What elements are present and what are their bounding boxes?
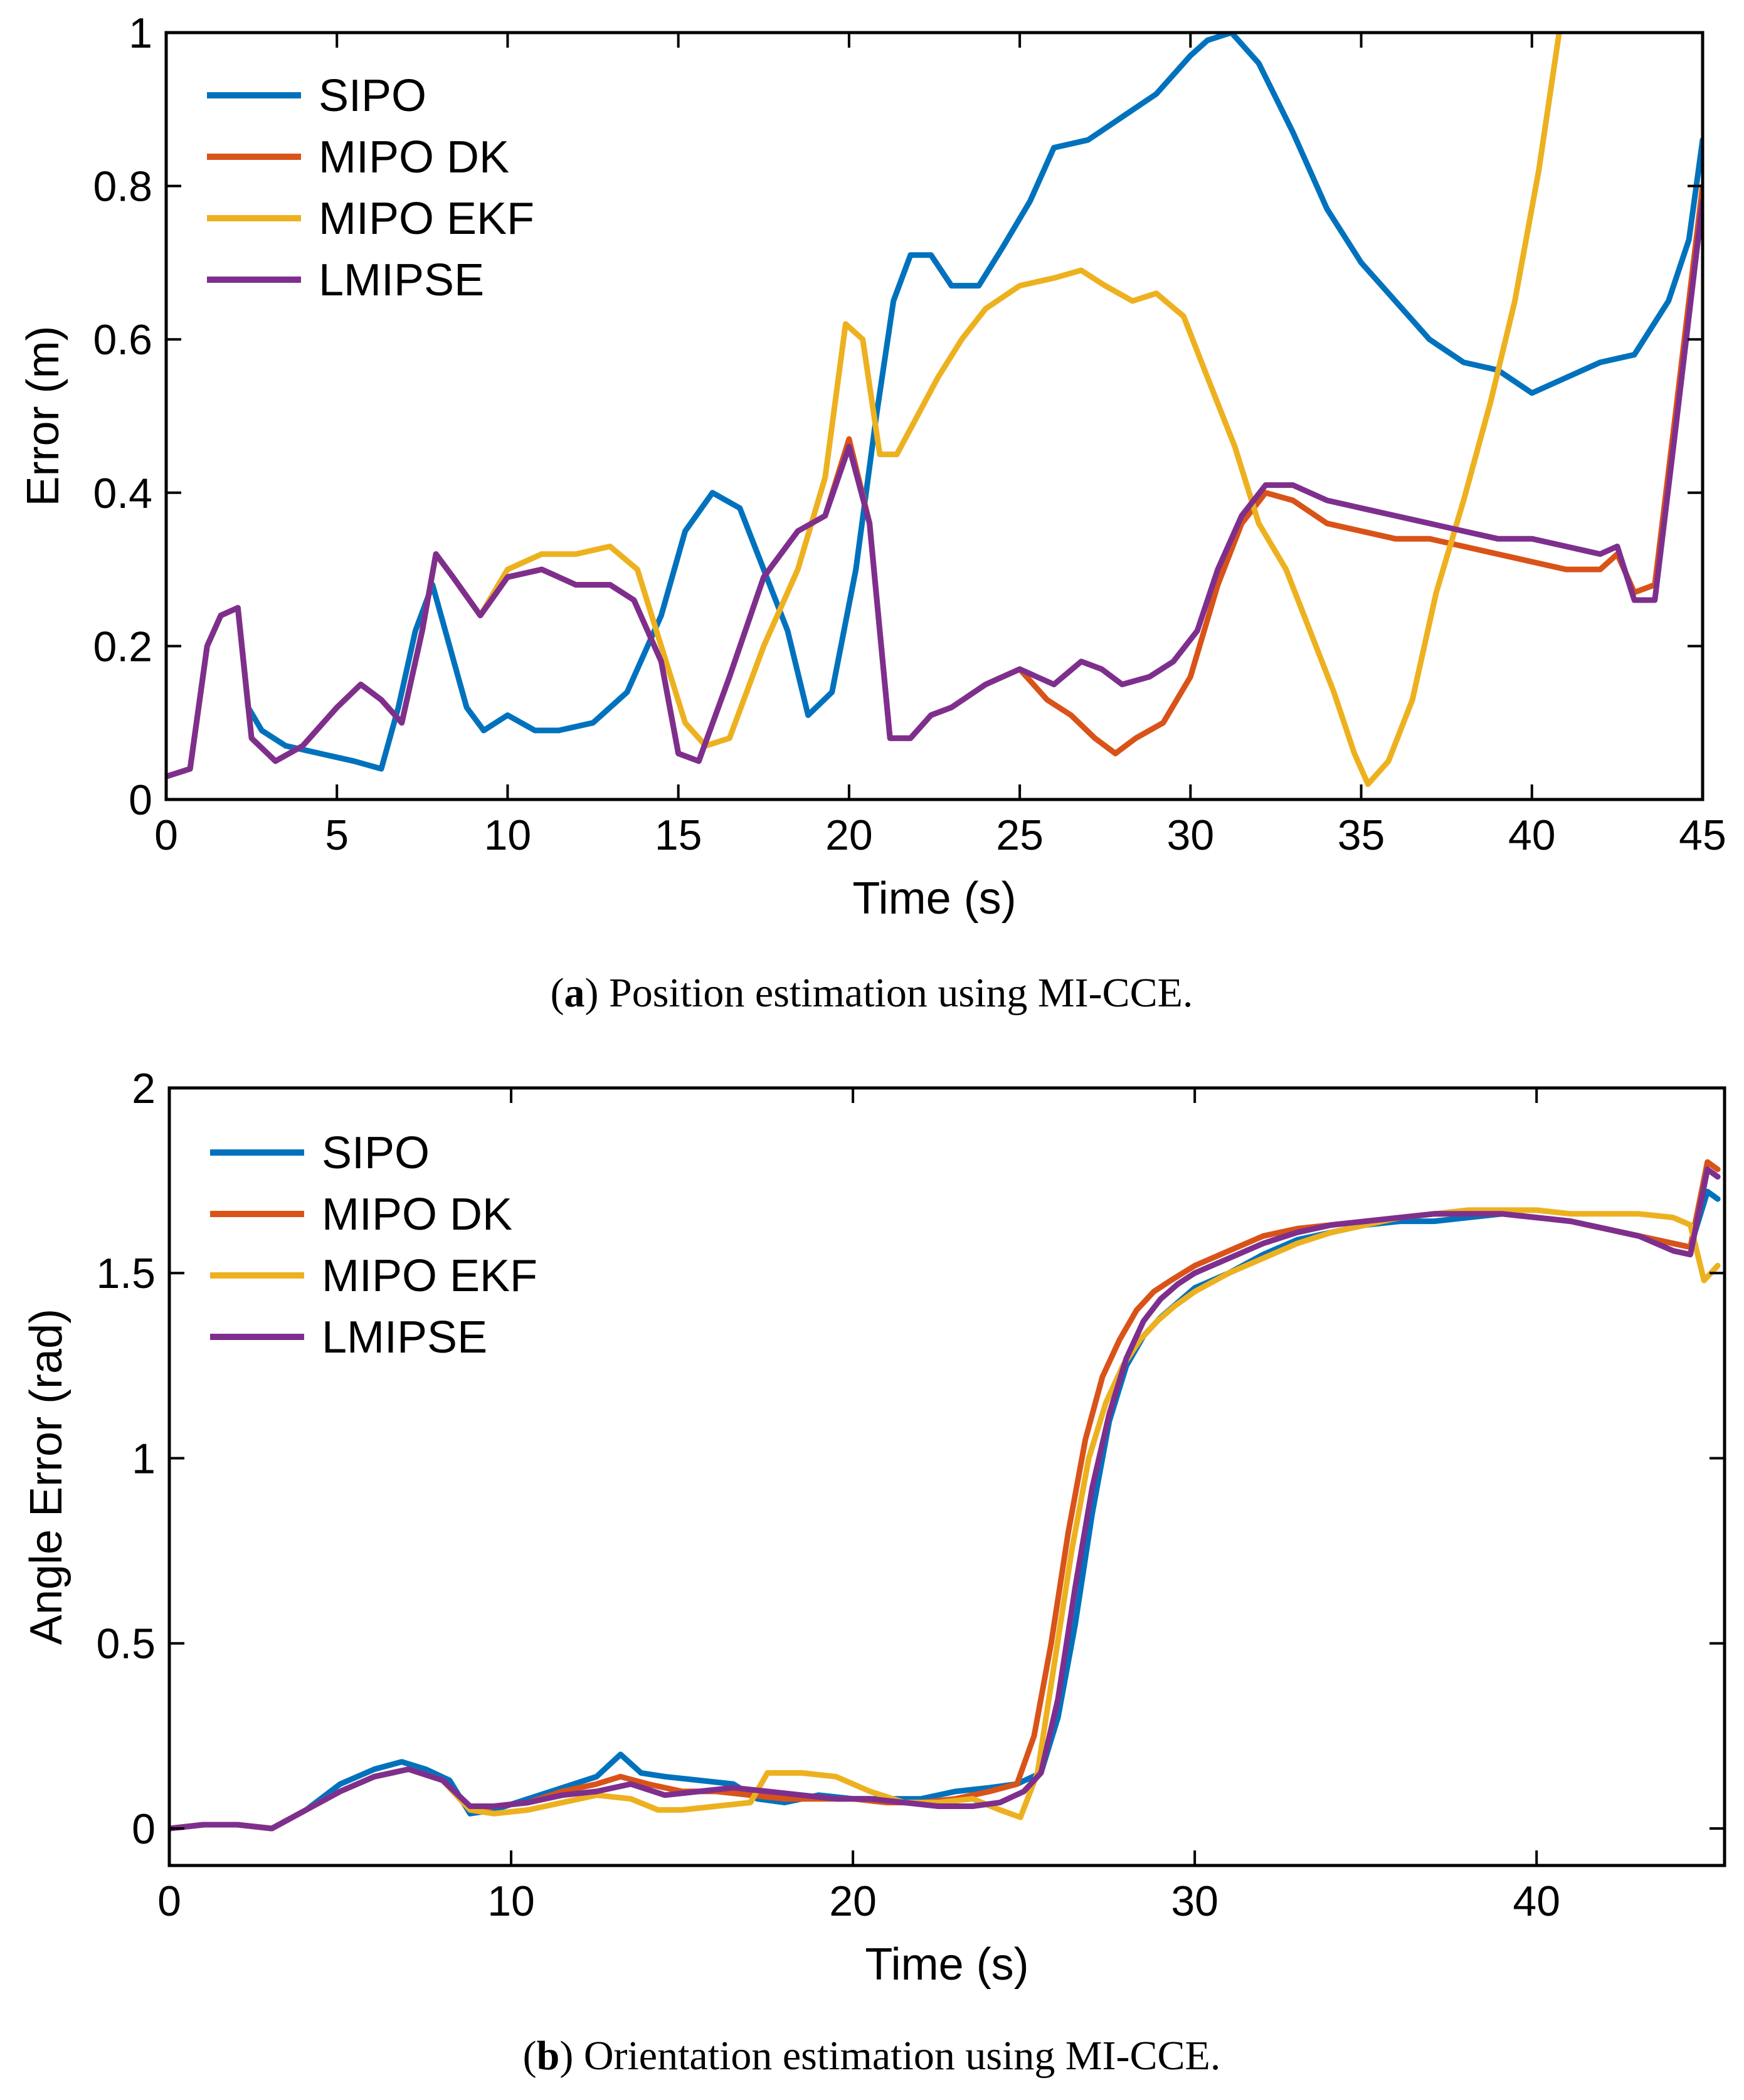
- chart-a-xlabel: Time (s): [852, 873, 1016, 924]
- chart-b-xtick-label-20: 20: [829, 1877, 877, 1925]
- chart-a-xtick-label-10: 10: [484, 811, 532, 859]
- chart-a-legend-label-mipo-dk: MIPO DK: [319, 132, 509, 182]
- chart-b-ytick-label-1: 1: [132, 1435, 156, 1482]
- chart-b-legend-label-sipo: SIPO: [322, 1128, 430, 1178]
- chart-a-axes-frame: [164, 31, 1704, 801]
- chart-a-series-sipo: [166, 33, 1703, 779]
- chart-b-xtick-label-40: 40: [1513, 1877, 1560, 1925]
- chart-a-xtick-label-35: 35: [1338, 811, 1385, 859]
- chart-b-legend: SIPO MIPO DK MIPO EKF LMIPSE: [210, 1128, 537, 1363]
- chart-b-series-group: [169, 1159, 1721, 1832]
- chart-a-ytick-label-0-8: 0.8: [93, 163, 152, 211]
- caption-a: (a) Position estimation using MI-CCE.: [551, 970, 1193, 1016]
- chart-b-legend-label-lmipse: LMIPSE: [322, 1312, 487, 1363]
- caption-b: (b) Orientation estimation using MI-CCE.: [523, 2033, 1221, 2079]
- chart-b-xtick-label-10: 10: [487, 1877, 535, 1925]
- chart-b-xtick-label-0: 0: [157, 1877, 181, 1925]
- chart-b-xtick-label-30: 30: [1171, 1877, 1218, 1925]
- chart-a-xtick-label-45: 45: [1679, 811, 1726, 859]
- chart-a-xtick-label-0: 0: [154, 811, 178, 859]
- chart-a-xtick-label-20: 20: [825, 811, 873, 859]
- chart-b-ytick-label-2: 2: [132, 1065, 156, 1112]
- caption-b-label: b: [537, 2033, 560, 2079]
- chart-a-ytick-label-0-2: 0.2: [93, 623, 152, 670]
- chart-b-axes-frame: [167, 1086, 1726, 1867]
- chart-b-ytick-label-0-5: 0.5: [96, 1620, 156, 1668]
- chart-b-ytick-label-0: 0: [132, 1805, 156, 1853]
- chart-a-position-error: 0 5 10 15 20 25 30 35 40 45 0 0.2 0.4 0.6 0.8 1 Time (s)…: [18, 9, 1726, 924]
- chart-b-ylabel: Angle Error (rad): [21, 1309, 71, 1645]
- chart-a-ytick-label-1: 1: [129, 9, 152, 57]
- chart-a-legend: SIPO MIPO DK MIPO EKF LMIPSE: [207, 71, 534, 305]
- chart-a-xtick-label-40: 40: [1508, 811, 1556, 859]
- caption-b-text: Orientation estimation using MI-CCE.: [584, 2033, 1221, 2079]
- chart-a-ytick-label-0: 0: [129, 776, 152, 824]
- chart-a-ytick-label-0-6: 0.6: [93, 316, 152, 364]
- chart-b-series-mipo-ekf: [169, 1207, 1721, 1832]
- chart-a-ylabel: Error (m): [18, 326, 68, 507]
- chart-a-legend-label-lmipse: LMIPSE: [319, 255, 484, 305]
- chart-a-xtick-label-30: 30: [1167, 811, 1215, 859]
- chart-b-xlabel: Time (s): [865, 1939, 1028, 1990]
- chart-a-ytick-label-0-4: 0.4: [93, 470, 152, 517]
- chart-a-xtick-label-25: 25: [996, 811, 1044, 859]
- chart-a-legend-label-sipo: SIPO: [319, 71, 426, 121]
- chart-b-legend-label-mipo-ekf: MIPO EKF: [322, 1251, 537, 1301]
- chart-a-legend-label-mipo-ekf: MIPO EKF: [319, 194, 534, 244]
- caption-a-text: Position estimation using MI-CCE.: [609, 970, 1193, 1016]
- caption-a-label: a: [564, 970, 585, 1016]
- chart-a-series-lmipse: [166, 198, 1703, 779]
- chart-a-xtick-label-15: 15: [655, 811, 702, 859]
- chart-b-ytick-label-1-5: 1.5: [96, 1250, 156, 1297]
- chart-a-series-group: [166, 33, 1703, 787]
- chart-b-legend-label-mipo-dk: MIPO DK: [322, 1190, 512, 1240]
- chart-b-angle-error: 0 10 20 30 40 0 0.5 1 1.5 2 Time (s) Angle Error (r…: [21, 1065, 1726, 1990]
- chart-a-xtick-label-5: 5: [325, 811, 349, 859]
- chart-b-series-lmipse: [169, 1166, 1721, 1832]
